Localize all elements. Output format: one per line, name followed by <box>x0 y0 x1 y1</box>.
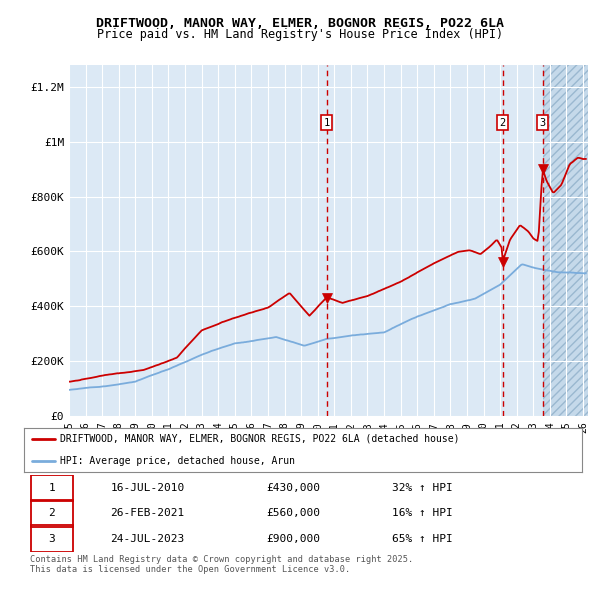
Text: HPI: Average price, detached house, Arun: HPI: Average price, detached house, Arun <box>60 456 295 466</box>
Text: 16% ↑ HPI: 16% ↑ HPI <box>392 509 453 518</box>
Bar <box>31 500 73 527</box>
Text: 1: 1 <box>49 483 55 493</box>
Bar <box>31 474 73 502</box>
Text: DRIFTWOOD, MANOR WAY, ELMER, BOGNOR REGIS, PO22 6LA: DRIFTWOOD, MANOR WAY, ELMER, BOGNOR REGI… <box>96 17 504 30</box>
Text: Price paid vs. HM Land Registry's House Price Index (HPI): Price paid vs. HM Land Registry's House … <box>97 28 503 41</box>
Text: 1: 1 <box>323 118 330 128</box>
Text: Contains HM Land Registry data © Crown copyright and database right 2025.
This d: Contains HM Land Registry data © Crown c… <box>30 555 413 574</box>
Text: 2: 2 <box>49 509 55 518</box>
Text: £430,000: £430,000 <box>267 483 321 493</box>
Text: 16-JUL-2010: 16-JUL-2010 <box>110 483 185 493</box>
Text: £900,000: £900,000 <box>267 533 321 543</box>
Text: DRIFTWOOD, MANOR WAY, ELMER, BOGNOR REGIS, PO22 6LA (detached house): DRIFTWOOD, MANOR WAY, ELMER, BOGNOR REGI… <box>60 434 460 444</box>
Text: 26-FEB-2021: 26-FEB-2021 <box>110 509 185 518</box>
Text: £560,000: £560,000 <box>267 509 321 518</box>
Bar <box>31 525 73 552</box>
Text: 2: 2 <box>499 118 506 128</box>
Text: 65% ↑ HPI: 65% ↑ HPI <box>392 533 453 543</box>
Text: 32% ↑ HPI: 32% ↑ HPI <box>392 483 453 493</box>
Text: 3: 3 <box>539 118 545 128</box>
Bar <box>542 65 588 416</box>
Text: 3: 3 <box>49 533 55 543</box>
Text: 24-JUL-2023: 24-JUL-2023 <box>110 533 185 543</box>
